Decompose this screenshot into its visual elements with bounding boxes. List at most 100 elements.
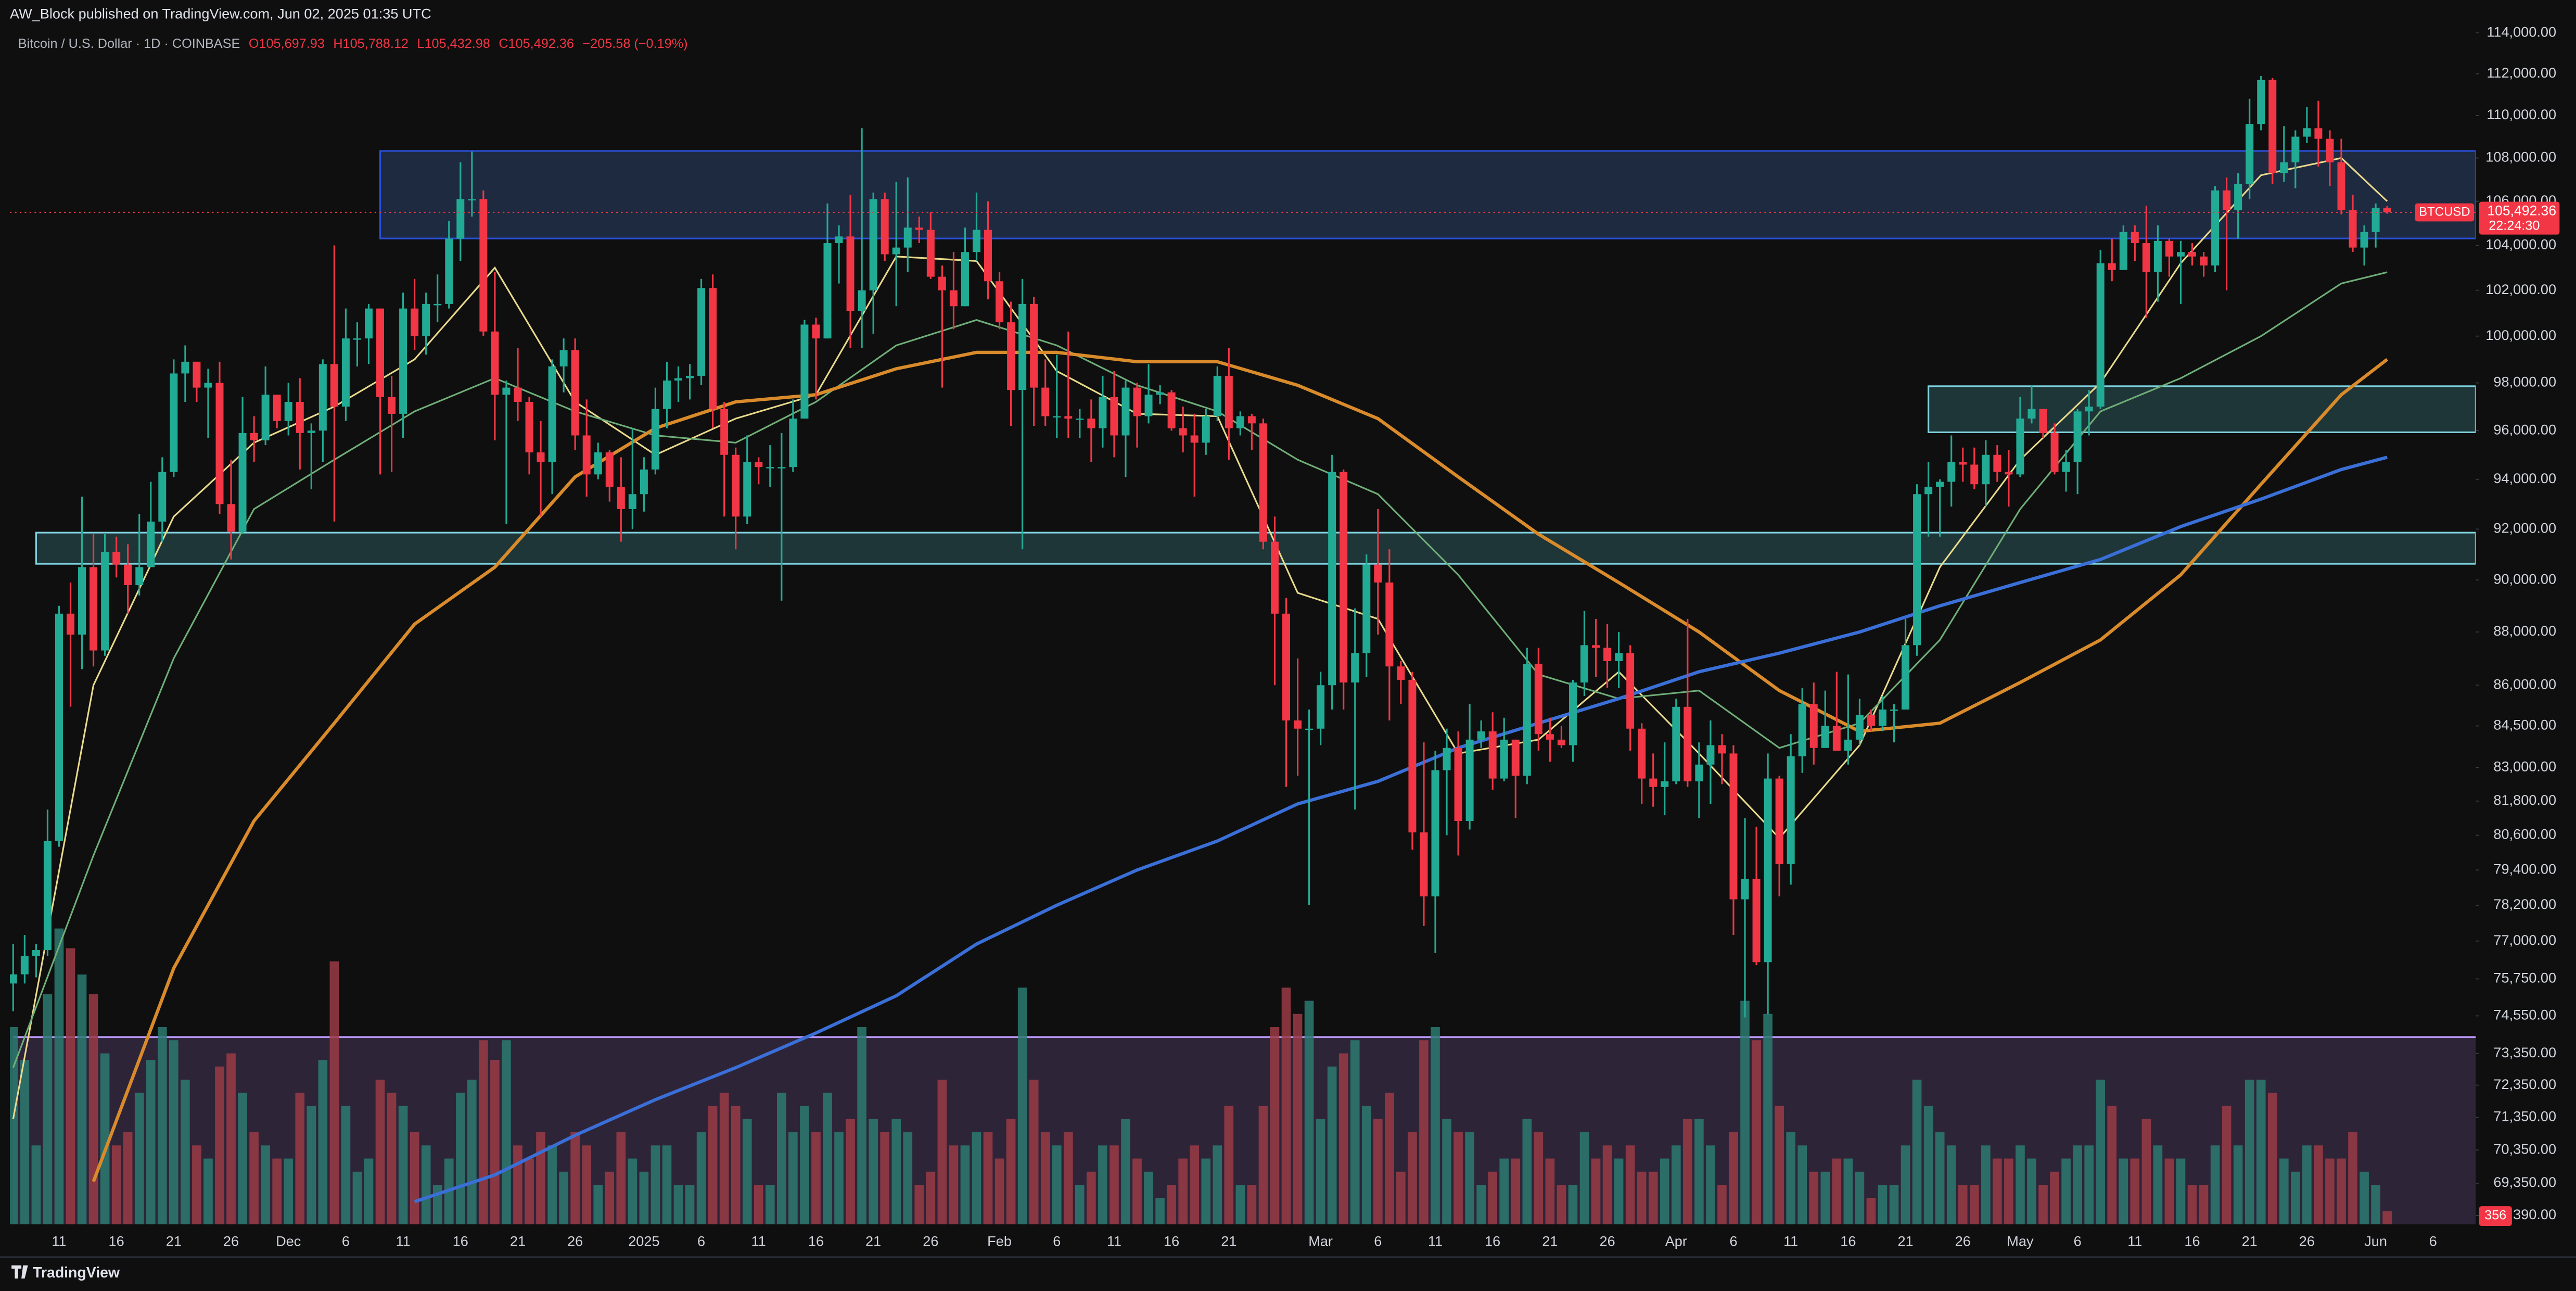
volume-bar	[685, 1185, 695, 1224]
candle-body	[1041, 387, 1050, 416]
footer-brand: TradingView	[33, 1264, 120, 1281]
volume-bar	[1545, 1158, 1555, 1224]
volume-bar	[1408, 1132, 1417, 1224]
candle-body	[32, 950, 40, 956]
volume-bar	[1373, 1119, 1383, 1224]
candle-body	[709, 288, 717, 409]
candle-body	[1821, 726, 1829, 748]
volume-bar	[1729, 1132, 1738, 1224]
volume-bar	[593, 1185, 603, 1224]
volume-bar	[1121, 1119, 1130, 1224]
x-tick-label: 16	[453, 1233, 468, 1249]
x-tick-label: Jun	[2364, 1233, 2387, 1249]
volume-bar	[364, 1158, 374, 1224]
x-tick-label: Apr	[1665, 1233, 1687, 1249]
candle-body	[90, 567, 98, 651]
y-tick-label: 71,350.00	[2493, 1108, 2556, 1124]
volume-bar	[123, 1132, 133, 1224]
volume-bar	[972, 1132, 981, 1224]
volume-bar	[479, 1040, 488, 1224]
volume-bar	[181, 1080, 190, 1224]
volume-bar	[1625, 1145, 1635, 1224]
candle-body	[640, 469, 648, 495]
candle-body	[1959, 462, 1967, 465]
volume-bar	[432, 1185, 442, 1224]
candle-body	[1500, 739, 1508, 779]
candle-body	[1340, 472, 1348, 683]
x-tick-label: 21	[166, 1233, 182, 1249]
candle-body	[215, 383, 224, 504]
volume-bar	[226, 1053, 236, 1224]
candle-body	[1408, 679, 1417, 833]
volume-bar	[1579, 1132, 1589, 1224]
volume-bar	[1752, 1040, 1761, 1224]
x-tick-label: 16	[2184, 1233, 2200, 1249]
x-tick-label: 11	[2127, 1233, 2142, 1249]
volume-bar	[1706, 1145, 1715, 1224]
candle-body	[1534, 664, 1542, 735]
volume-bar	[1327, 1066, 1337, 1224]
candle-body	[1832, 726, 1841, 751]
volume-bar	[1958, 1185, 1968, 1224]
candle-body	[1018, 303, 1027, 390]
candle-body	[1443, 748, 1451, 770]
candle-body	[1236, 416, 1244, 428]
candle-body	[732, 454, 740, 517]
volume-bar	[2027, 1158, 2036, 1224]
volume-bar	[2153, 1145, 2163, 1224]
volume-bar	[1969, 1185, 1979, 1224]
candle-body	[2200, 256, 2208, 265]
volume-bar	[284, 1158, 294, 1224]
candle-body	[1936, 482, 1944, 487]
countdown-label: 22:24:30	[2489, 218, 2540, 233]
candle-body	[996, 281, 1004, 323]
volume-bar	[490, 1060, 500, 1224]
candle-body	[2096, 263, 2105, 407]
volume-bar	[1946, 1145, 1956, 1224]
volume-bar	[66, 948, 75, 1224]
y-tick-label: 79,400.00	[2493, 860, 2556, 877]
candle-body	[674, 378, 682, 381]
candle-body	[456, 199, 465, 239]
volume-bar	[1660, 1158, 1669, 1224]
candle-body	[1282, 613, 1291, 720]
volume-bar	[823, 1093, 832, 1224]
volume-bar	[926, 1171, 936, 1224]
x-tick-label: 16	[109, 1233, 124, 1249]
candle-body	[479, 199, 488, 332]
x-tick-label: Feb	[987, 1233, 1012, 1249]
candle-body	[1420, 832, 1428, 896]
x-tick-label: 6	[1729, 1233, 1737, 1249]
volume-bar	[719, 1093, 729, 1224]
candle-body	[766, 467, 774, 469]
volume-bar	[2141, 1119, 2151, 1224]
x-tick-label: 11	[396, 1233, 411, 1249]
candle-body	[697, 288, 706, 376]
candle-body	[2108, 263, 2116, 270]
volume-bar	[1431, 1027, 1440, 1224]
volume-bar	[1602, 1145, 1612, 1224]
volume-bar	[525, 1158, 534, 1224]
volume-bar	[1350, 1040, 1360, 1224]
volume-bar	[2050, 1171, 2059, 1224]
volume-bar	[1281, 988, 1291, 1224]
candle-body	[1649, 778, 1657, 787]
candle-body	[2314, 128, 2323, 139]
candle-body	[869, 199, 877, 290]
volume-bar	[1671, 1145, 1681, 1224]
volume-bar	[777, 1093, 786, 1224]
y-tick-label: 75,750.00	[2493, 970, 2556, 986]
volume-bar	[2360, 1171, 2369, 1224]
x-tick-label: 26	[223, 1233, 239, 1249]
symbol-header: Bitcoin / U.S. Dollar · 1D · COINBASE O1…	[18, 36, 688, 51]
volume-bar	[2210, 1145, 2220, 1224]
candle-body	[1317, 685, 1325, 729]
candle-body	[1867, 715, 1875, 726]
x-tick-label: 11	[52, 1233, 66, 1249]
candle-body	[1580, 645, 1588, 683]
volume-bar	[1476, 1185, 1486, 1224]
volume-bar	[1591, 1158, 1601, 1224]
header-high: H105,788.12	[333, 36, 409, 51]
